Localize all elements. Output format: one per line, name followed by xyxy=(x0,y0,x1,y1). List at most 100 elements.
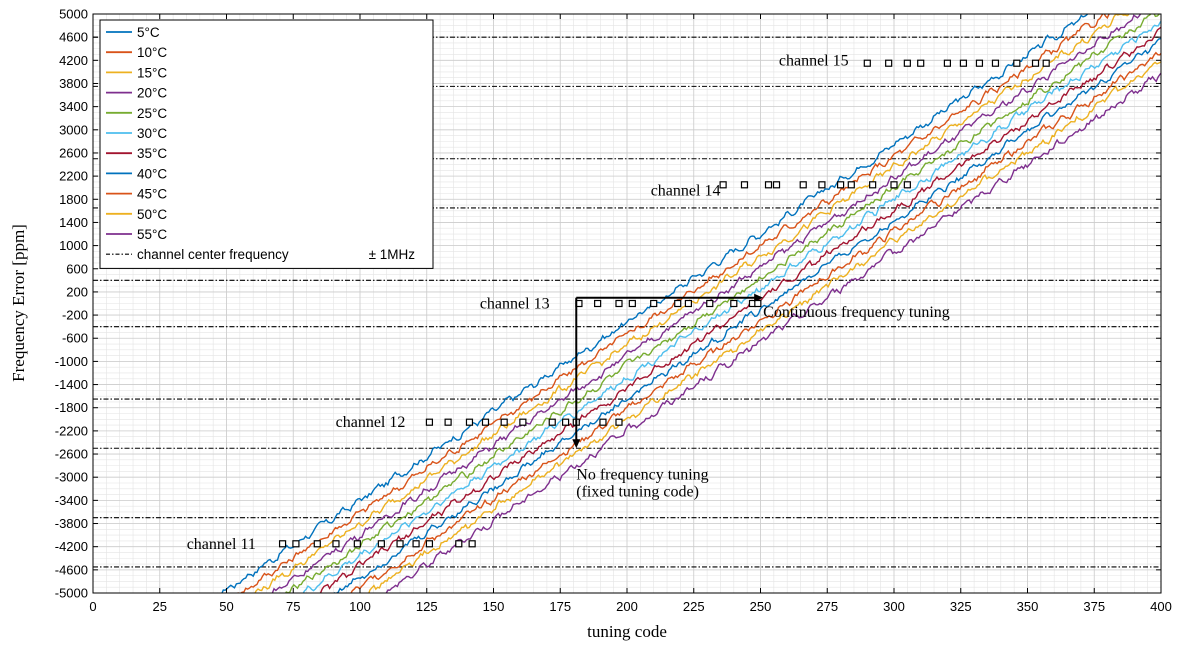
arrow-head xyxy=(754,293,764,302)
y-tick-label: 4200 xyxy=(59,53,88,68)
x-tick-label: 325 xyxy=(950,599,972,614)
series-line xyxy=(237,14,1112,593)
channel-marker xyxy=(455,540,463,548)
x-tick-label: 0 xyxy=(89,599,96,614)
channel-marker xyxy=(836,181,845,189)
x-tick-label: 50 xyxy=(219,599,233,614)
x-tick-label: 100 xyxy=(349,599,371,614)
x-tick-label: 250 xyxy=(750,599,772,614)
series-line xyxy=(284,14,1161,593)
legend-box xyxy=(99,19,434,269)
channel-marker xyxy=(890,181,898,189)
y-tick-label: -1000 xyxy=(55,354,88,369)
y-tick-label: 600 xyxy=(66,261,88,276)
channel-marker xyxy=(650,299,658,308)
x-tick-label: 300 xyxy=(883,599,905,614)
legend-entry: 50°C xyxy=(137,207,167,222)
channel-marker xyxy=(1013,59,1021,67)
series-line xyxy=(368,60,1161,593)
channel-marker xyxy=(377,540,385,548)
channel-marker xyxy=(468,540,476,548)
x-tick-label: 200 xyxy=(616,599,638,614)
channel-marker xyxy=(959,59,968,67)
x-tick-label: 275 xyxy=(816,599,838,614)
y-tick-label: 3800 xyxy=(59,76,88,91)
channel-marker xyxy=(847,181,855,189)
y-tick-label: 200 xyxy=(66,284,88,299)
series-line xyxy=(333,37,1161,593)
channel-marker xyxy=(917,59,925,67)
legend-entry: 40°C xyxy=(137,166,167,181)
x-tick-label: 375 xyxy=(1083,599,1105,614)
legend-entry: 25°C xyxy=(137,106,167,121)
y-tick-labels: 5000 4600 4200 3800 3400 3000 2600 2200 1800 1400… xyxy=(55,7,88,601)
channel-marker xyxy=(278,540,287,548)
y-tick-label: 2600 xyxy=(59,145,88,160)
channel-marker xyxy=(500,418,508,426)
channel-label: channel 15 xyxy=(779,52,849,69)
y-tick-label: -1400 xyxy=(55,377,88,392)
axis-ticks xyxy=(92,13,1162,594)
annotations: channel 15 channel 14 channel 13 channel 12… xyxy=(187,52,950,552)
channel-marker xyxy=(719,181,727,189)
channel-marker xyxy=(1031,59,1040,67)
channel-label: channel 14 xyxy=(651,183,721,200)
channel-marker xyxy=(465,418,474,426)
legend-entry: 20°C xyxy=(137,86,167,101)
channel-marker xyxy=(730,299,738,308)
y-tick-label: 1000 xyxy=(59,238,88,253)
channel-marker xyxy=(412,540,420,548)
legend: 5°C 10°C 15°C 20°C 25°C 30°C 35°C 40°C 45°C 50°C 5… xyxy=(99,19,434,269)
channel-marker xyxy=(943,59,952,67)
x-axis-label: tuning code xyxy=(587,622,667,641)
legend-entry: 35°C xyxy=(137,146,167,161)
legend-entry: channel center frequency xyxy=(137,247,289,262)
channel-marker xyxy=(772,181,781,189)
channel-marker xyxy=(599,418,607,426)
channel-marker xyxy=(684,299,693,308)
x-tick-label: 400 xyxy=(1150,599,1172,614)
y-tick-label: -4600 xyxy=(55,562,88,577)
y-axis-label: Frequency Error [ppm] xyxy=(9,224,28,382)
channel-marker xyxy=(353,540,361,548)
y-tick-label: -200 xyxy=(62,308,88,323)
y-tick-label: 3400 xyxy=(59,99,88,114)
channel-marker xyxy=(425,540,434,548)
channel-marker xyxy=(903,59,911,67)
y-tick-label: 2200 xyxy=(59,169,88,184)
tuning-arrows xyxy=(572,293,764,449)
channel-markers xyxy=(278,59,1050,548)
y-tick-label: -2200 xyxy=(55,423,88,438)
y-tick-label: 1800 xyxy=(59,192,88,207)
channel-marker xyxy=(863,59,871,67)
y-tick-label: -4200 xyxy=(55,539,88,554)
channel-label: channel 13 xyxy=(480,296,550,313)
y-tick-label: 1400 xyxy=(59,215,88,230)
channel-marker xyxy=(615,299,623,308)
x-tick-label: 350 xyxy=(1017,599,1039,614)
channel-marker xyxy=(799,181,807,189)
channel-marker xyxy=(332,540,340,548)
legend-entry: 15°C xyxy=(137,65,167,80)
y-tick-label: 5000 xyxy=(59,7,88,22)
x-tick-label: 25 xyxy=(153,599,167,614)
y-tick-label: -3800 xyxy=(55,516,88,531)
channel-marker xyxy=(674,299,682,308)
legend-entry: 5°C xyxy=(137,25,160,40)
channel-marker xyxy=(991,59,1000,67)
x-tick-label: 175 xyxy=(549,599,571,614)
channel-marker xyxy=(903,181,911,189)
annotation-text: Continuous frequency tuning xyxy=(763,304,950,321)
arrow-head xyxy=(572,439,581,449)
channel-marker xyxy=(444,418,452,426)
channel-label: channel 11 xyxy=(187,536,256,553)
channel-marker xyxy=(481,418,490,426)
y-tick-label: -5000 xyxy=(55,586,88,601)
x-tick-labels: 0 25 50 75 100 125 150 175 200 225 250 275 300 325 350… xyxy=(89,599,1171,614)
series-line xyxy=(350,51,1161,593)
channel-marker xyxy=(519,418,527,426)
series-line xyxy=(271,14,1142,593)
channel-marker xyxy=(594,299,602,308)
series-line xyxy=(302,19,1161,593)
